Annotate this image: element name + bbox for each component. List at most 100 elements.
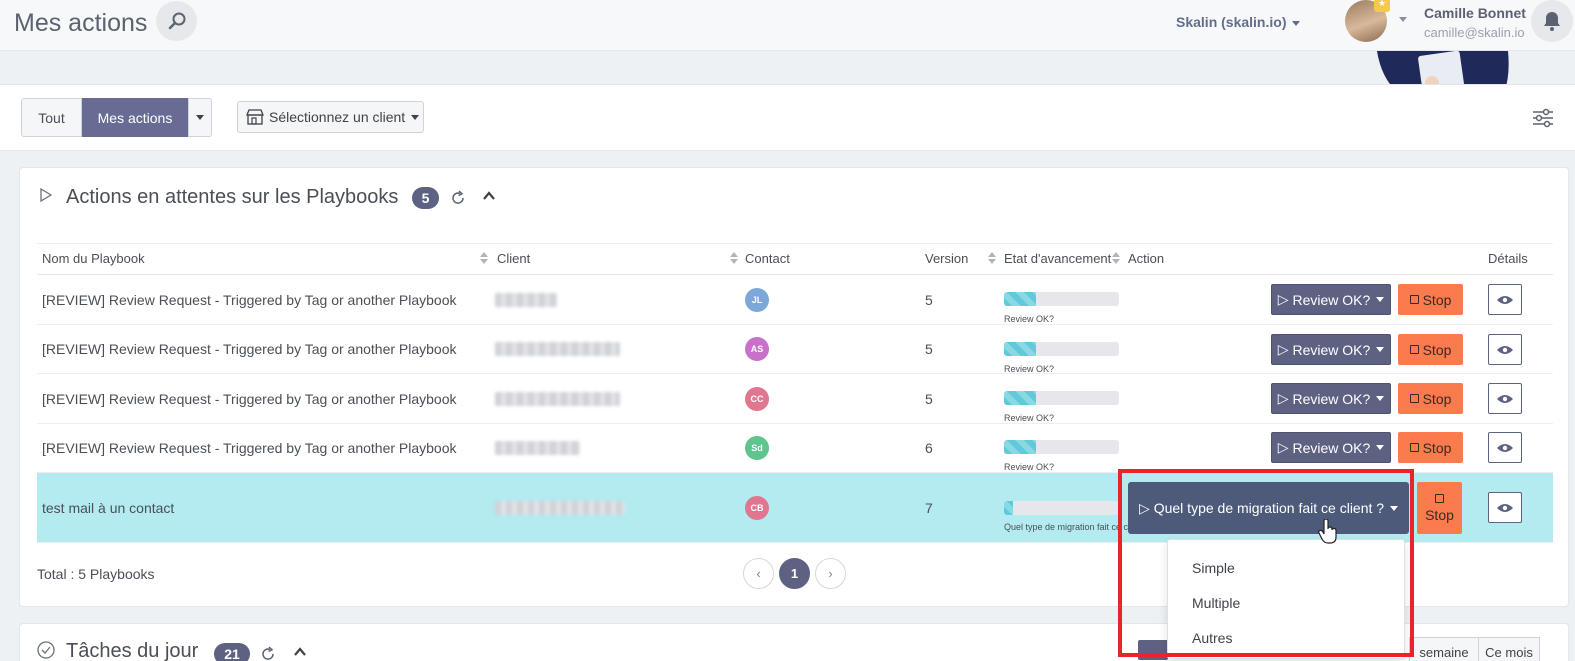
collapse-chevron-icon[interactable] bbox=[293, 646, 307, 658]
stop-button[interactable]: Stop bbox=[1398, 383, 1463, 414]
sort-icon[interactable] bbox=[730, 252, 738, 264]
sort-icon[interactable] bbox=[1112, 252, 1120, 264]
total-count: Total : 5 Playbooks bbox=[37, 566, 155, 582]
filter-week-button[interactable]: semaine bbox=[1409, 637, 1479, 661]
collapse-chevron-icon[interactable] bbox=[482, 190, 496, 202]
tasks-filter-button[interactable] bbox=[1138, 640, 1168, 660]
column-header-contact[interactable]: Contact bbox=[745, 251, 790, 266]
search-button[interactable] bbox=[156, 1, 197, 41]
details-button[interactable] bbox=[1488, 432, 1522, 463]
progress-step: Review OK? bbox=[1004, 364, 1055, 374]
review-action-button[interactable]: ▷ Review OK? bbox=[1271, 383, 1391, 414]
stop-button[interactable]: Stop bbox=[1398, 334, 1463, 365]
review-action-label: Review OK? bbox=[1292, 341, 1371, 358]
progress-fill bbox=[1004, 501, 1014, 515]
store-icon bbox=[246, 109, 264, 125]
playbooks-title: Actions en attentes sur les Playbooks bbox=[66, 186, 399, 208]
stop-label: Stop bbox=[1425, 506, 1454, 523]
column-header-version[interactable]: Version bbox=[925, 251, 969, 266]
play-icon bbox=[40, 188, 52, 202]
dropdown-option-multiple[interactable]: Multiple bbox=[1192, 595, 1241, 611]
stop-button[interactable]: Stop bbox=[1398, 284, 1463, 315]
refresh-icon[interactable] bbox=[260, 646, 276, 661]
table-header bbox=[37, 243, 1553, 275]
play-icon: ▷ bbox=[1138, 499, 1150, 516]
client-name-blurred[interactable] bbox=[495, 392, 620, 406]
refresh-icon[interactable] bbox=[450, 190, 466, 206]
notifications-button[interactable] bbox=[1531, 0, 1573, 42]
column-header-details: Détails bbox=[1488, 251, 1528, 266]
user-email: camille@skalin.io bbox=[1424, 25, 1525, 40]
filter-month-button[interactable]: Ce mois bbox=[1478, 637, 1540, 661]
playbook-name: [REVIEW] Review Request - Triggered by T… bbox=[42, 341, 457, 357]
eye-icon bbox=[1497, 443, 1513, 452]
bell-icon bbox=[1544, 12, 1560, 31]
playbook-name: [REVIEW] Review Request - Triggered by T… bbox=[42, 292, 457, 308]
details-button[interactable] bbox=[1488, 383, 1522, 414]
sort-icon[interactable] bbox=[988, 252, 996, 264]
contact-avatar[interactable]: AS bbox=[745, 337, 769, 361]
filter-mine-button[interactable]: Mes actions bbox=[82, 98, 188, 137]
details-button[interactable] bbox=[1488, 334, 1522, 365]
playbooks-count-badge: 5 bbox=[412, 187, 439, 209]
dropdown-option-simple[interactable]: Simple bbox=[1192, 560, 1235, 576]
progress-fill bbox=[1004, 391, 1037, 405]
contact-avatar[interactable]: CB bbox=[745, 496, 769, 520]
sliders-icon[interactable] bbox=[1532, 108, 1554, 128]
stop-icon bbox=[1409, 394, 1419, 403]
client-name-blurred[interactable] bbox=[495, 293, 557, 307]
review-action-button[interactable]: ▷ Review OK? bbox=[1271, 284, 1391, 315]
migration-action-label: Quel type de migration fait ce client ? bbox=[1153, 500, 1385, 516]
client-select-label: Sélectionnez un client bbox=[269, 109, 406, 125]
dropdown-option-autres[interactable]: Autres bbox=[1192, 630, 1233, 646]
stop-label: Stop bbox=[1422, 439, 1452, 456]
top-bar bbox=[0, 0, 1575, 51]
version: 5 bbox=[925, 391, 933, 407]
progress-step: Review OK? bbox=[1004, 314, 1055, 324]
client-name-blurred[interactable] bbox=[495, 342, 620, 356]
contact-avatar[interactable]: Sd bbox=[745, 436, 769, 460]
eye-icon bbox=[1497, 295, 1513, 304]
table-row bbox=[37, 325, 1553, 374]
filter-all-button[interactable]: Tout bbox=[21, 98, 82, 137]
progress-bar bbox=[1004, 292, 1119, 306]
pagination-page[interactable]: 1 bbox=[779, 558, 810, 589]
stop-label: Stop bbox=[1422, 291, 1452, 308]
caret-down-icon bbox=[1390, 505, 1399, 511]
review-action-button[interactable]: ▷ Review OK? bbox=[1271, 432, 1391, 463]
page-title: Mes actions bbox=[14, 9, 148, 37]
stop-button[interactable]: Stop bbox=[1417, 482, 1462, 534]
search-icon bbox=[168, 12, 185, 30]
details-button[interactable] bbox=[1488, 284, 1522, 315]
review-action-label: Review OK? bbox=[1292, 390, 1371, 407]
contact-avatar[interactable]: CC bbox=[745, 387, 769, 411]
column-header-playbook[interactable]: Nom du Playbook bbox=[42, 251, 145, 266]
play-icon: ▷ bbox=[1277, 390, 1289, 406]
pagination-next[interactable]: › bbox=[815, 558, 846, 589]
contact-avatar[interactable]: JL bbox=[745, 288, 769, 312]
client-name-blurred[interactable] bbox=[495, 441, 580, 455]
client-name-blurred[interactable] bbox=[495, 501, 625, 515]
stop-button[interactable]: Stop bbox=[1398, 432, 1463, 463]
org-switcher[interactable]: Skalin (skalin.io) bbox=[1176, 14, 1301, 30]
version: 6 bbox=[925, 440, 933, 456]
user-menu-chevron-icon[interactable] bbox=[1399, 17, 1407, 22]
progress-step: Review OK? bbox=[1004, 413, 1055, 423]
column-header-client[interactable]: Client bbox=[497, 251, 531, 266]
migration-dropdown-menu bbox=[1167, 539, 1405, 659]
migration-action-button[interactable]: ▷ Quel type de migration fait ce client ? bbox=[1128, 482, 1409, 534]
review-action-button[interactable]: ▷ Review OK? bbox=[1271, 334, 1391, 365]
eye-icon bbox=[1497, 394, 1513, 403]
client-select[interactable]: Sélectionnez un client bbox=[237, 101, 424, 133]
column-header-progress[interactable]: Etat d'avancement bbox=[1004, 251, 1112, 266]
playbook-name: [REVIEW] Review Request - Triggered by T… bbox=[42, 440, 457, 456]
caret-down-icon bbox=[1376, 445, 1385, 450]
filter-dropdown-toggle[interactable] bbox=[188, 98, 212, 137]
pagination-prev[interactable]: ‹ bbox=[743, 558, 774, 589]
caret-down-icon bbox=[1376, 297, 1385, 302]
progress-fill bbox=[1004, 292, 1037, 306]
progress-bar bbox=[1004, 391, 1119, 405]
sort-icon[interactable] bbox=[480, 252, 488, 264]
details-button[interactable] bbox=[1488, 492, 1522, 523]
progress-step: Quel type de migration fait ce client ? bbox=[1004, 522, 1153, 532]
